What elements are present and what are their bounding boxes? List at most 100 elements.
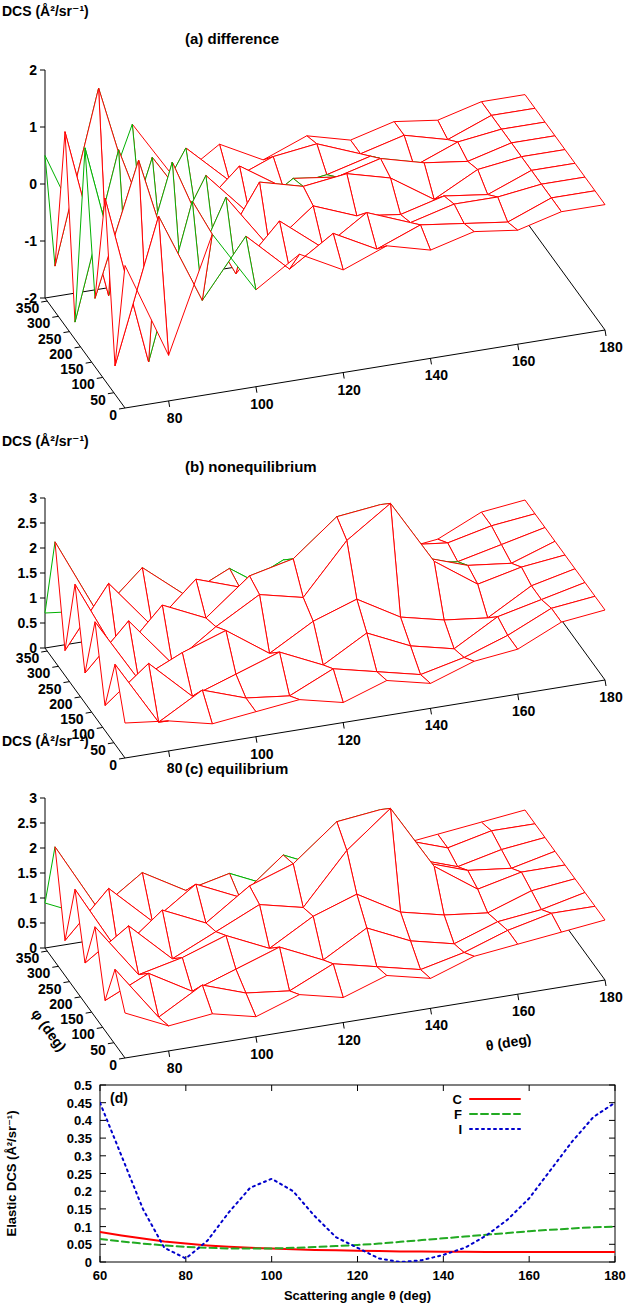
z-tick-label: 0.5 (18, 915, 38, 931)
z-tick (40, 573, 45, 574)
phi-tick (52, 966, 58, 967)
legend-label: I (458, 1122, 462, 1137)
z-tick (40, 548, 45, 549)
y-tick-label: 0.5 (74, 1078, 92, 1093)
surface-cell (421, 953, 475, 979)
z-tick-label: 2.5 (18, 515, 38, 531)
theta-tick-label: 140 (425, 1017, 449, 1033)
theta-tick (343, 1023, 344, 1029)
theta-tick-label: 160 (512, 703, 536, 719)
surface-cell (411, 204, 465, 225)
legend-swatch (470, 1113, 520, 1115)
z-axis-title: DCS (Å²/sr⁻¹) (2, 733, 89, 749)
phi-tick-label: 200 (49, 996, 73, 1012)
phi-tick-label: 250 (38, 681, 62, 697)
surface-cell (508, 913, 562, 944)
x-tick-mirror (443, 1085, 444, 1091)
y-tick-mirror (609, 1262, 615, 1263)
phi-tick-label: 300 (27, 665, 51, 681)
phi-tick-label: 200 (49, 346, 73, 362)
surface-cell (159, 985, 213, 1026)
series-line (100, 1232, 615, 1252)
surface-cell (421, 658, 475, 684)
x-tick-mirror (615, 1085, 616, 1091)
x-tick (529, 1256, 530, 1262)
theta-tick-label: 160 (512, 353, 536, 369)
phi-tick (86, 1012, 92, 1013)
theta-tick-label: 100 (250, 1046, 274, 1062)
x-tick-label: 80 (179, 1268, 193, 1283)
y-tick-label: 0 (85, 1255, 92, 1270)
theta-tick-label: 120 (338, 732, 362, 748)
z-tick (40, 648, 45, 649)
z-tick (40, 923, 45, 924)
phi-tick-label: 250 (38, 981, 62, 997)
z-tick-label: 2.5 (18, 815, 38, 831)
y-tick-mirror (609, 1102, 615, 1103)
phi-tick (108, 1043, 114, 1044)
phi-tick-label: 300 (27, 965, 51, 981)
theta-tick (605, 330, 606, 336)
surface-panel: 00.511.522.53050100150200250300350801001… (2, 433, 623, 776)
x-tick-label: 180 (604, 1268, 626, 1283)
y-tick-mirror (609, 1120, 615, 1121)
phi-tick-label: 350 (16, 650, 40, 666)
theta-tick-label: 80 (167, 1060, 183, 1076)
theta-tick-label: 100 (250, 396, 274, 412)
surface-cell (236, 947, 290, 993)
y-tick (100, 1085, 106, 1086)
z-tick-label: 2 (29, 840, 37, 856)
y-tick (100, 1262, 106, 1263)
phi-tick-label: 350 (16, 300, 40, 316)
theta-tick-label: 80 (167, 760, 183, 776)
z-tick-label: 1.5 (18, 565, 38, 581)
y-tick-label: 0.4 (74, 1113, 93, 1128)
z-tick (40, 523, 45, 524)
plot-frame (100, 1085, 615, 1262)
surface-cell (290, 233, 344, 270)
x-tick-label: 100 (261, 1268, 283, 1283)
legend-swatch (470, 1098, 520, 1100)
z-tick-label: 2 (29, 540, 37, 556)
surface-panel: 00.511.522.53050100150200250300350801001… (2, 733, 623, 1076)
theta-tick (343, 723, 344, 729)
theta-tick-label: 140 (425, 367, 449, 383)
theta-tick (256, 387, 257, 393)
z-tick-label: 0.5 (18, 615, 38, 631)
z-tick (40, 623, 45, 624)
theta-tick (256, 737, 257, 743)
z-tick (40, 948, 45, 949)
y-tick-label: 0.2 (74, 1184, 92, 1199)
theta-tick-label: 180 (599, 339, 623, 355)
theta-tick-label: 160 (512, 1003, 536, 1019)
z-tick (40, 848, 45, 849)
panel-title: (b) nonequilibrium (185, 458, 317, 475)
y-tick-mirror (609, 1085, 615, 1086)
x-tick (357, 1256, 358, 1262)
surface-cell (323, 633, 377, 672)
y-tick-label: 0.3 (74, 1149, 92, 1164)
surface-cell (115, 216, 169, 366)
z-tick (40, 298, 45, 299)
phi-tick (75, 997, 81, 998)
surface-panel: -2-1012050100150200250300350801001201401… (2, 3, 623, 426)
y-tick (100, 1155, 106, 1156)
y-tick-mirror (609, 1244, 615, 1245)
phi-tick (86, 362, 92, 363)
phi-tick-label: 250 (38, 331, 62, 347)
panel-title: (d) (110, 1090, 128, 1106)
phi-tick-label: 0 (109, 407, 117, 423)
surface-cell (458, 850, 512, 871)
theta-tick (605, 680, 606, 686)
panel-title: (a) difference (185, 30, 279, 47)
x-tick (615, 1256, 616, 1262)
z-tick-label: 2 (29, 62, 37, 78)
z-tick (40, 598, 45, 599)
phi-tick-label: 0 (109, 757, 117, 773)
surface-cell (159, 690, 213, 724)
y-tick (100, 1138, 106, 1139)
z-tick (40, 241, 45, 242)
x-tick-mirror (529, 1085, 530, 1091)
surface-cell (551, 596, 605, 622)
figure: -2-1012050100150200250300350801001201401… (0, 0, 640, 1314)
